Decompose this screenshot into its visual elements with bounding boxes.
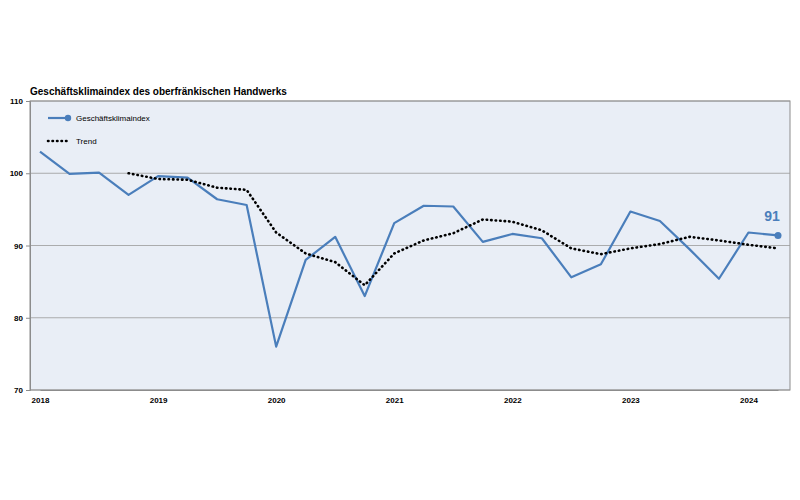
- grid-line: [30, 173, 790, 174]
- data-label: 91: [764, 208, 780, 224]
- x-tick: 2024: [740, 390, 758, 405]
- x-tick-label: 2019: [150, 396, 168, 405]
- data-labels: 91: [764, 208, 780, 224]
- x-tick-label: 2018: [32, 396, 50, 405]
- legend: Geschäftsklimaindex Trend: [48, 114, 150, 146]
- end-point-marker: [775, 232, 782, 239]
- plot-area: [40, 152, 782, 347]
- legend-swatch: [48, 140, 68, 143]
- title: Geschäftsklimaindex des oberfränkischen …: [30, 86, 287, 97]
- y-tick-mark: [26, 173, 30, 174]
- y-tick-label: 70: [14, 386, 23, 395]
- y-tick: 90: [14, 242, 30, 251]
- y-tick-label: 110: [10, 97, 23, 106]
- y-axis-line: [26, 102, 31, 391]
- grid-line: [30, 390, 790, 391]
- x-tick-label: 2023: [622, 396, 640, 405]
- y-tick: 80: [14, 314, 30, 323]
- x-axis: 2018 2019 2020 2021 2022 2023 2024: [32, 390, 779, 405]
- y-axis: 70 80 90 100 110: [10, 97, 31, 395]
- y-tick: 100: [10, 169, 30, 178]
- x-axis-line: [41, 390, 779, 391]
- series-line: [129, 173, 778, 285]
- y-tick: 110: [10, 97, 30, 106]
- y-tick-label: 100: [10, 169, 24, 178]
- y-tick-label: 90: [14, 242, 23, 251]
- y-tick-mark: [26, 101, 30, 102]
- x-tick: 2023: [622, 390, 640, 405]
- x-tick: 2018: [32, 390, 50, 405]
- grid: [30, 101, 790, 390]
- x-tick: 2020: [268, 390, 286, 405]
- y-tick-mark: [26, 318, 30, 319]
- grid-line: [30, 101, 790, 102]
- x-tick-label: 2024: [740, 396, 758, 405]
- x-tick-label: 2020: [268, 396, 286, 405]
- legend-label: Geschäftsklimaindex: [76, 114, 150, 123]
- grid-line: [30, 317, 790, 318]
- y-tick-mark: [26, 390, 30, 391]
- y-tick: 70: [14, 386, 30, 395]
- y-tick-label: 80: [14, 314, 23, 323]
- x-tick-label: 2022: [504, 396, 522, 405]
- series-line: [40, 152, 778, 347]
- x-tick: 2021: [386, 390, 404, 405]
- legend-label: Trend: [76, 137, 97, 146]
- chart: Geschäftsklimaindex des oberfränkischen …: [0, 0, 800, 500]
- legend-swatch-marker: [65, 115, 71, 121]
- y-tick-mark: [26, 246, 30, 247]
- plot-background: [30, 101, 790, 390]
- x-tick: 2022: [504, 390, 522, 405]
- x-tick: 2019: [150, 390, 168, 405]
- x-tick-label: 2021: [386, 396, 404, 405]
